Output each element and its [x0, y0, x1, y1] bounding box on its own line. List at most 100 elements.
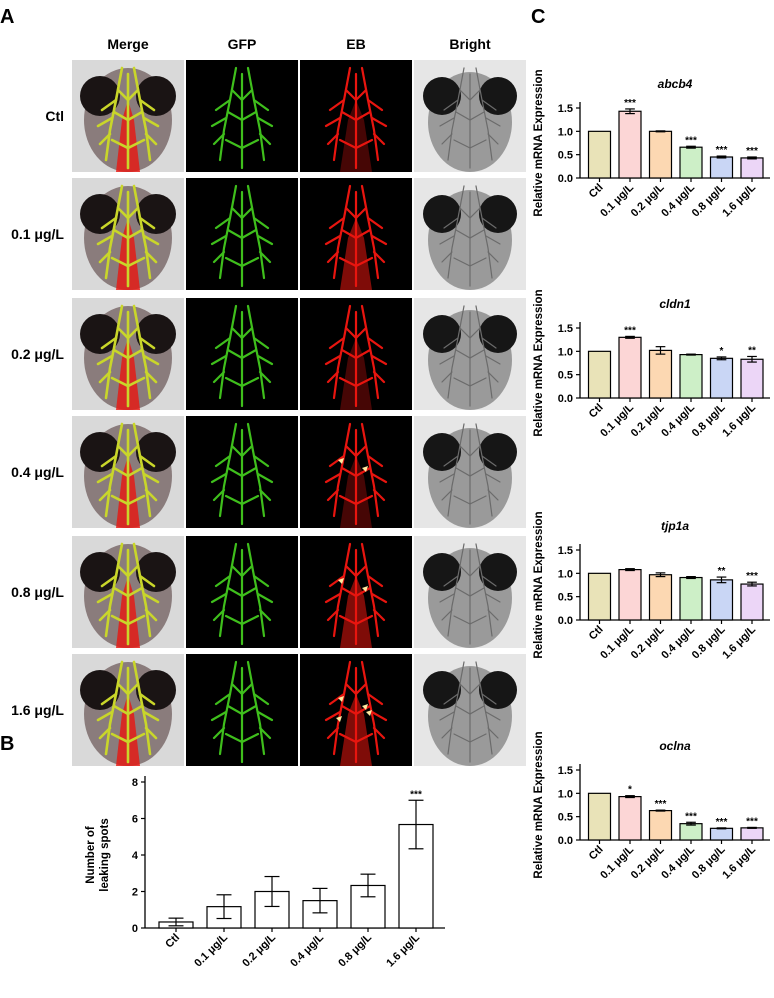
bar — [740, 583, 764, 621]
bar — [618, 568, 642, 621]
x-tick-label: 1.6 μg/L — [720, 401, 758, 439]
panel-label-c: C — [531, 6, 546, 28]
y-tick-label: 6 — [132, 814, 138, 826]
y-tick-label: 0.5 — [558, 812, 573, 824]
chart-title: abcb4 — [658, 77, 693, 91]
error-bar — [168, 917, 184, 927]
y-tick-label: 0 — [132, 923, 138, 935]
x-tick-label: Ctl — [587, 182, 606, 201]
bar — [587, 792, 612, 841]
merge-micrograph — [72, 178, 184, 290]
y-tick-label: 1.0 — [558, 788, 573, 800]
y-tick-label: 1.5 — [558, 323, 573, 335]
significance-label: *** — [746, 146, 758, 157]
bar — [709, 827, 734, 841]
y-tick-label: 2 — [132, 887, 138, 899]
error-bar — [747, 156, 757, 160]
row-label: 0.4 μg/L — [11, 464, 64, 480]
eb-micrograph — [300, 654, 412, 766]
y-tick-label: 0.0 — [558, 393, 573, 405]
error-bar — [716, 827, 727, 830]
eb-micrograph — [300, 298, 412, 410]
error-bar — [686, 145, 696, 149]
y-tick-label: 8 — [132, 777, 138, 789]
significance-label: * — [628, 785, 632, 796]
bar — [709, 579, 734, 621]
bar — [587, 572, 612, 621]
error-bar — [686, 575, 696, 580]
x-tick-label: 0.2 μg/L — [240, 931, 278, 969]
abcb4-chart: abcb4 0.0 0.5 1.0 1.5 Relative mRNA Expressio… — [533, 69, 770, 220]
bright-micrograph — [414, 536, 526, 648]
x-tick-label: 0.4 μg/L — [288, 931, 326, 969]
bar — [709, 357, 734, 399]
y-tick-label: 0.5 — [558, 592, 573, 604]
merge-micrograph — [72, 60, 184, 172]
significance-label: *** — [685, 135, 697, 146]
bar — [618, 795, 642, 841]
significance-label: *** — [410, 789, 422, 800]
arrowhead-icon — [362, 704, 368, 710]
column-header-gfp: GFP — [227, 36, 257, 52]
chart-title: cldn1 — [659, 297, 691, 311]
error-bar — [747, 826, 757, 829]
merge-micrograph — [72, 536, 184, 648]
y-tick-label: 1.0 — [558, 126, 573, 138]
x-tick-label: Ctl — [163, 932, 182, 951]
significance-label: *** — [746, 571, 758, 582]
y-tick-label: 0.5 — [558, 370, 573, 382]
arrowhead-icon — [338, 458, 344, 464]
eb-micrograph — [300, 536, 412, 648]
error-bar — [655, 572, 666, 578]
row-label: 0.2 μg/L — [11, 346, 64, 362]
bar — [587, 350, 612, 399]
bar — [587, 130, 612, 179]
y-tick-label: 0.5 — [558, 150, 573, 162]
gfp-micrograph — [186, 536, 298, 648]
gfp-micrograph — [186, 416, 298, 528]
gfp-micrograph — [186, 298, 298, 410]
bar — [740, 358, 764, 399]
bar — [740, 157, 764, 179]
significance-label: *** — [716, 817, 728, 828]
arrowhead-icon — [338, 696, 344, 702]
bar — [679, 146, 703, 179]
y-tick-label: 1.5 — [558, 545, 573, 557]
error-bar — [264, 875, 280, 908]
tjp1a-chart: tjp1a 0.0 0.5 1.0 1.5 Relative mRNA Expressio… — [533, 511, 770, 662]
cldn1-chart: cldn1 0.0 0.5 1.0 1.5 Relative mRNA Expressio… — [533, 289, 770, 440]
x-tick-label: 0.1 μg/L — [192, 931, 230, 969]
y-tick-label: 0.0 — [558, 835, 573, 847]
chart-title: oclna — [659, 739, 691, 753]
y-tick-label: 0.0 — [558, 173, 573, 185]
row-label: Ctl — [45, 108, 64, 124]
column-header-merge: Merge — [107, 36, 149, 52]
error-bar — [360, 873, 376, 898]
error-bar — [625, 108, 635, 115]
x-tick-label: 0.8 μg/L — [336, 931, 374, 969]
eb-micrograph — [300, 416, 412, 528]
significance-label: *** — [746, 816, 758, 827]
significance-label: ** — [748, 345, 756, 356]
y-tick-label: 1.0 — [558, 568, 573, 580]
bar — [679, 576, 703, 621]
error-bar — [655, 346, 666, 355]
bar — [648, 349, 673, 399]
error-bar — [216, 894, 232, 920]
y-tick-label: 4 — [132, 850, 139, 862]
merge-micrograph — [72, 416, 184, 528]
error-bar — [625, 568, 635, 572]
significance-label: *** — [716, 145, 728, 156]
bar — [740, 827, 764, 841]
error-bar — [655, 809, 666, 812]
y-tick-label: 0.0 — [558, 615, 573, 627]
error-bar — [686, 821, 696, 826]
oclna-chart: oclna 0.0 0.5 1.0 1.5 Relative mRNA Expressio… — [533, 731, 770, 882]
y-axis-label: Relative mRNA Expression — [533, 69, 545, 216]
arrowhead-icon — [362, 466, 368, 472]
x-tick-label: 1.6 μg/L — [720, 181, 758, 219]
bar — [648, 809, 673, 841]
bright-micrograph — [414, 178, 526, 290]
significance-label: * — [720, 346, 724, 357]
x-tick-label: 1.6 μg/L — [384, 931, 422, 969]
